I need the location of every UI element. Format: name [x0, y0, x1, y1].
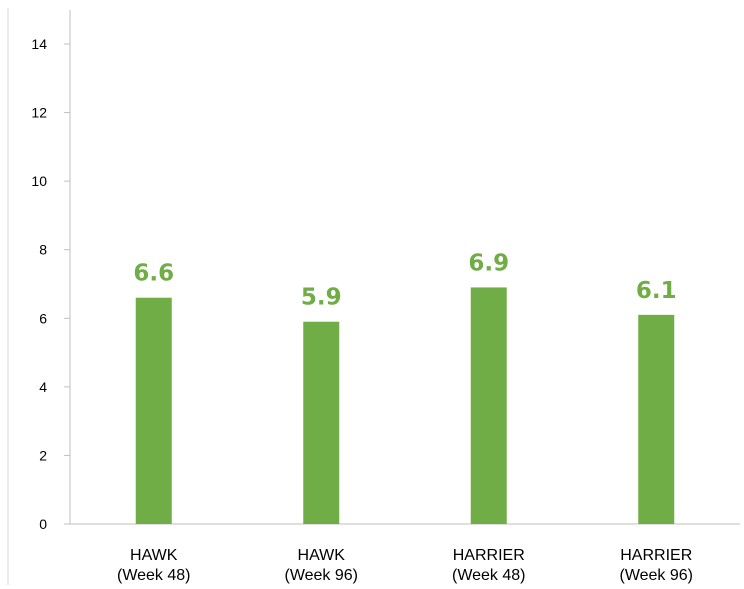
y-tick-label: 0: [39, 516, 47, 532]
y-tick-label: 6: [39, 310, 47, 326]
category-week-label: (Week 96): [619, 567, 693, 584]
y-tick-label: 2: [39, 447, 47, 463]
category-week-label: (Week 48): [452, 567, 526, 584]
data-labels: 6.6 5.9 6.9 6.1: [133, 250, 676, 310]
bar: [303, 321, 340, 524]
y-tick-label: 4: [39, 379, 47, 395]
bar-value-label: 6.9: [468, 250, 509, 276]
bar-value-label: 6.1: [636, 278, 677, 304]
bars: [135, 287, 675, 524]
category-week-label: (Week 96): [284, 567, 358, 584]
y-tick-label: 10: [31, 173, 47, 189]
y-tick-label: 12: [31, 105, 47, 121]
bar: [470, 287, 507, 524]
category-name-label: HARRIER: [453, 547, 525, 564]
category-name-label: HARRIER: [620, 547, 692, 564]
category-name-label: HAWK: [298, 547, 346, 564]
bar-value-label: 5.9: [301, 285, 342, 311]
bar-value-label: 6.6: [133, 261, 174, 287]
y-tick-label: 8: [39, 242, 47, 258]
y-tick-label: 14: [31, 36, 47, 52]
x-axis-categories: HAWK (Week 48) HAWK (Week 96) HARRIER (Week 4…: [117, 547, 693, 584]
y-axis-ticks: 0 2 4 6 8 10 12 14: [31, 36, 70, 532]
category-week-label: (Week 48): [117, 567, 191, 584]
bar: [638, 314, 675, 524]
bar: [135, 297, 172, 524]
category-name-label: HAWK: [130, 547, 178, 564]
